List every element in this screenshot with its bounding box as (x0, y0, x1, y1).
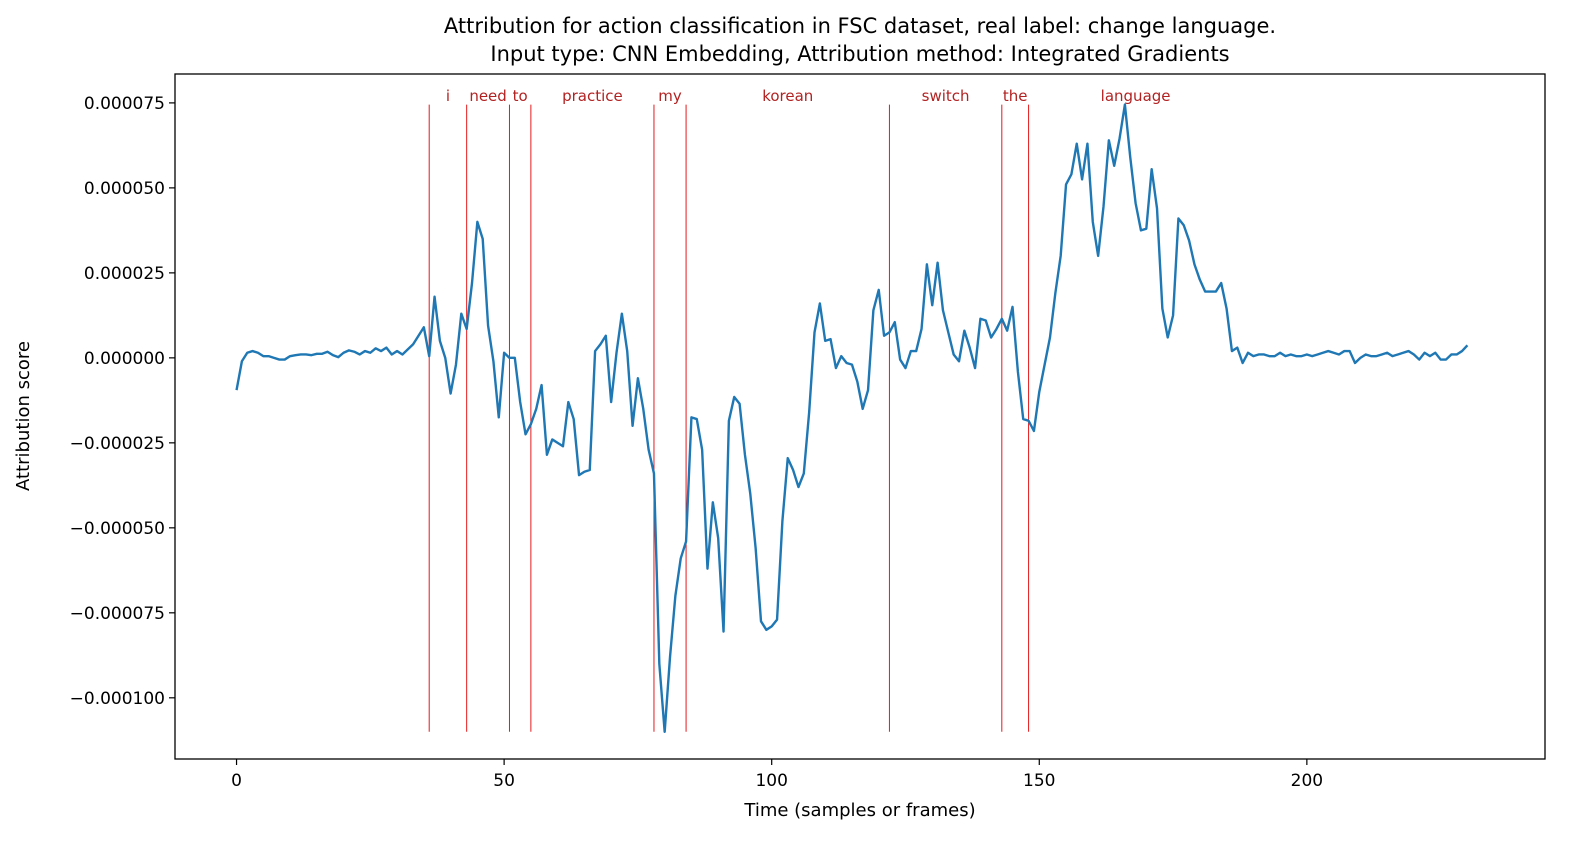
word-boundary-lines (428, 104, 1030, 732)
word-label-7: the (1003, 87, 1028, 105)
word-label-2: to (513, 87, 528, 105)
x-axis-label: Time (samples or frames) (743, 800, 975, 821)
word-label-8: language (1101, 87, 1171, 105)
y-tick-label-1: 0.000050 (84, 179, 165, 199)
x-tick-label-4: 200 (1291, 771, 1323, 791)
chart-title: Attribution for action classification in… (444, 14, 1276, 38)
word-label-0: i (446, 87, 450, 105)
y-tick-label-5: −0.000050 (70, 519, 165, 539)
x-tick-label-2: 100 (755, 771, 787, 791)
y-tick-label-7: −0.000100 (70, 689, 165, 709)
y-tick-label-0: 0.000075 (84, 94, 165, 114)
x-tick-label-3: 150 (1023, 771, 1055, 791)
y-axis-ticks: 0.000075 0.000050 0.000025 0.000000 −0.00002… (70, 94, 175, 709)
word-label-5: korean (762, 87, 813, 105)
word-label-3: practice (562, 87, 623, 105)
y-tick-label-6: −0.000075 (70, 604, 165, 624)
x-axis-ticks: 0 50 100 150 200 (231, 759, 1323, 791)
word-labels: i need to practice my korean switch the language (446, 87, 1171, 105)
x-tick-label-0: 0 (231, 771, 242, 791)
word-label-6: switch (922, 87, 970, 105)
plot-frame (174, 73, 1546, 760)
y-tick-label-2: 0.000025 (84, 264, 165, 284)
word-label-4: my (658, 87, 682, 105)
y-axis-label: Attribution score (13, 341, 34, 491)
y-tick-label-4: −0.000025 (70, 434, 165, 454)
y-tick-label-3: 0.000000 (84, 349, 165, 369)
x-tick-label-1: 50 (493, 771, 515, 791)
word-label-1: need (469, 87, 507, 105)
attribution-series-line (235, 103, 1469, 733)
chart-subtitle: Input type: CNN Embedding, Attribution m… (490, 42, 1229, 66)
